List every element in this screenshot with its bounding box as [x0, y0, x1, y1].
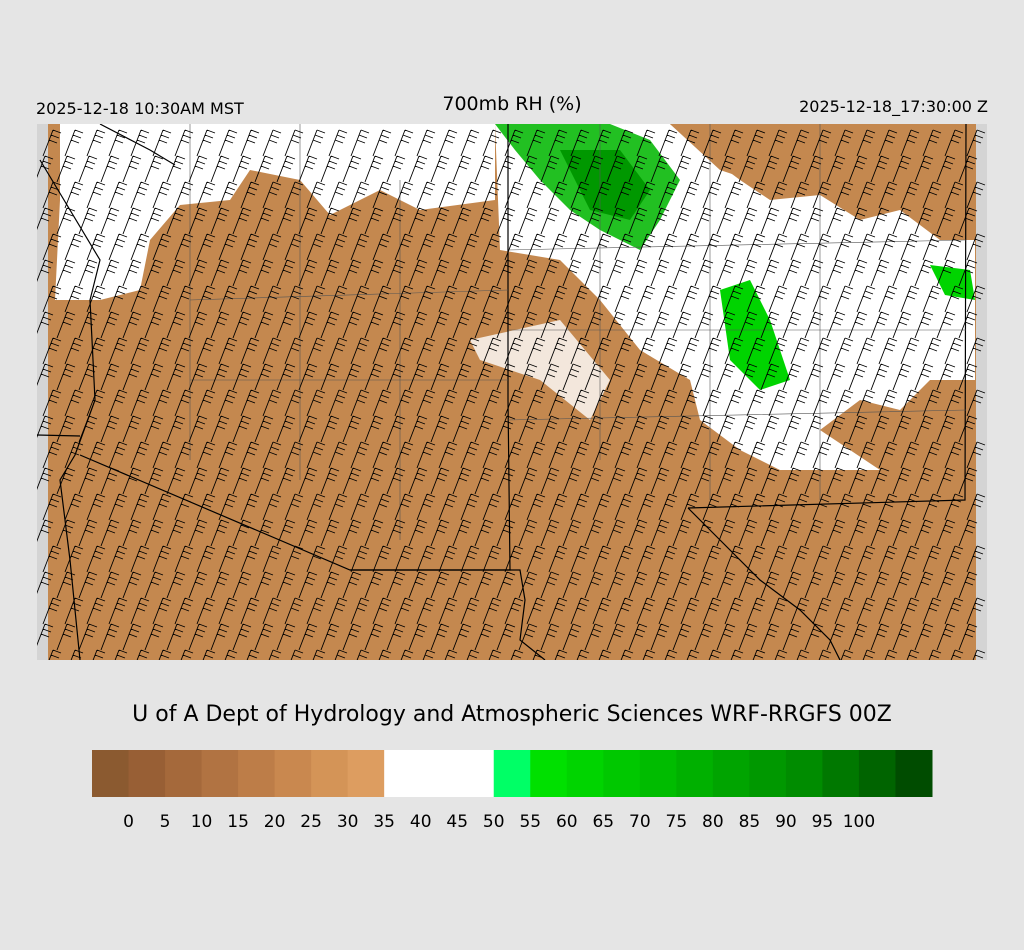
title: 700mb RH (%): [442, 93, 581, 115]
colorbar-label: 5: [160, 812, 171, 832]
colorbar-swatch: [165, 750, 203, 797]
colorbar-label: 35: [373, 812, 395, 832]
colorbar-swatch: [457, 750, 495, 797]
colorbar-swatch: [603, 750, 641, 797]
colorbar: 0 5 10 15 20 25 30 35 40 45 50 55 60 65 70 75 80 85 90 95 10…: [92, 750, 933, 832]
colorbar-label: 45: [446, 812, 468, 832]
colorbar-label: 80: [702, 812, 724, 832]
colorbar-swatch: [566, 750, 604, 797]
colorbar-swatch: [895, 750, 933, 797]
wind-barbs: [37, 129, 986, 660]
colorbar-swatch: [639, 750, 677, 797]
colorbar-label: 0: [123, 812, 134, 832]
colorbar-swatch: [311, 750, 349, 797]
colorbar-label: 60: [556, 812, 578, 832]
moist-area-west: [55, 124, 495, 300]
colorbar-swatch: [712, 750, 750, 797]
colorbar-swatch: [493, 750, 531, 797]
credit: U of A Dept of Hydrology and Atmospheric…: [132, 702, 892, 727]
state-lines: [189, 124, 967, 540]
colorbar-swatch: [676, 750, 714, 797]
colorbar-swatch: [274, 750, 312, 797]
colorbar-label: 10: [191, 812, 213, 832]
colorbar-label: 70: [629, 812, 651, 832]
colorbar-label: 90: [775, 812, 797, 832]
green-core: [560, 150, 650, 220]
moist-patch: [470, 320, 610, 420]
map: [37, 124, 987, 660]
colorbar-swatch: [384, 750, 422, 797]
dry-patch: [670, 124, 780, 180]
colorbar-swatch: [420, 750, 458, 797]
colorbar-swatch: [530, 750, 568, 797]
colorbar-swatch: [785, 750, 823, 797]
colorbar-label: 100: [843, 812, 875, 832]
local-time: 2025-12-18 10:30AM MST: [36, 99, 244, 118]
colorbar-label: 65: [592, 812, 614, 832]
barb-field: [37, 129, 986, 660]
colorbar-label: 55: [519, 812, 541, 832]
colorbar-swatch: [347, 750, 385, 797]
colorbar-label: 40: [410, 812, 432, 832]
colorbar-label: 15: [227, 812, 249, 832]
valid-time: 2025-12-18_17:30:00 Z: [799, 97, 988, 117]
green-area: [720, 280, 790, 390]
colorbar-swatch: [201, 750, 239, 797]
colorbar-label: 85: [739, 812, 761, 832]
colorbar-swatch: [238, 750, 276, 797]
colorbar-label: 20: [264, 812, 286, 832]
colorbar-swatch: [822, 750, 860, 797]
colorbar-label: 30: [337, 812, 359, 832]
colorbar-label: 50: [483, 812, 505, 832]
colorbar-swatch: [92, 750, 130, 797]
colorbar-swatch: [128, 750, 166, 797]
colorbar-label: 75: [666, 812, 688, 832]
colorbar-swatch: [749, 750, 787, 797]
colorbar-label: 25: [300, 812, 322, 832]
colorbar-swatch: [858, 750, 896, 797]
colorbar-label: 95: [812, 812, 834, 832]
